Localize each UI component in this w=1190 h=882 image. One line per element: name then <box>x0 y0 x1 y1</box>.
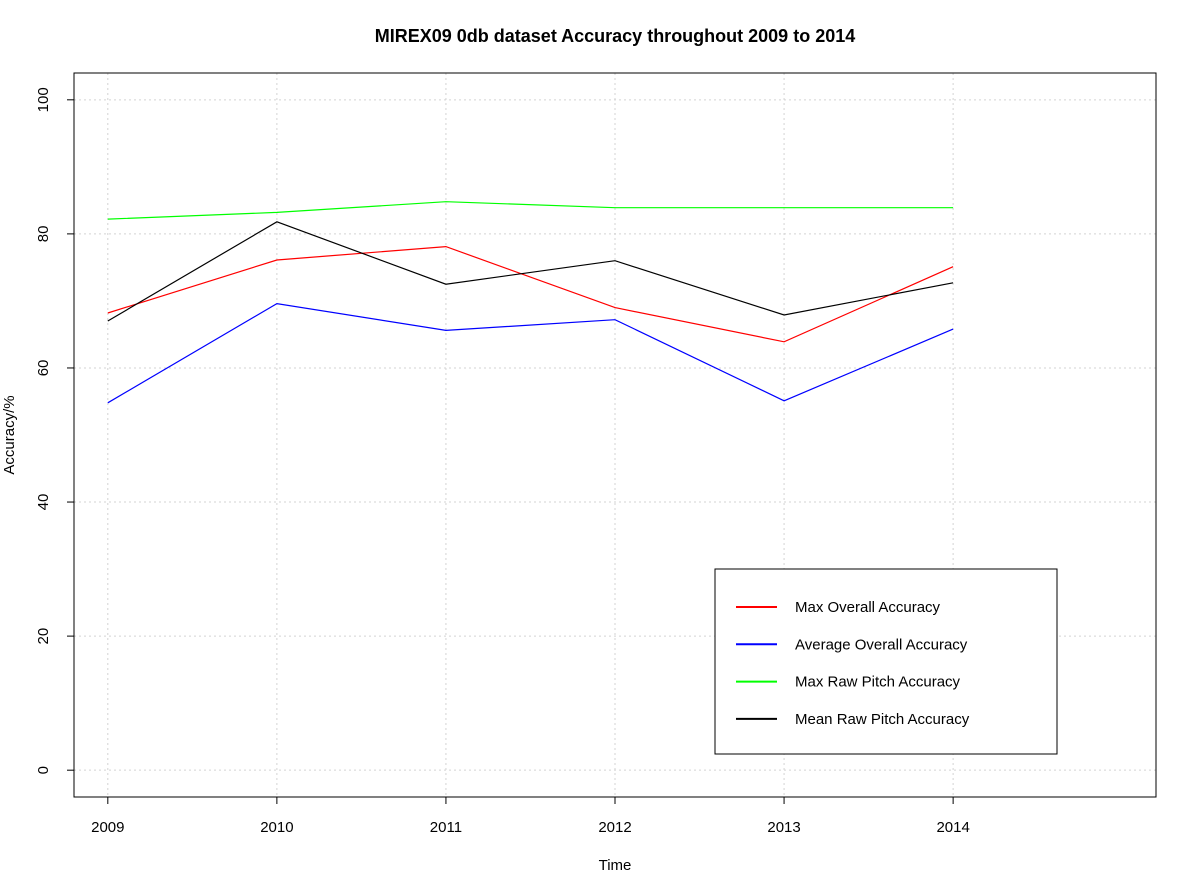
series-line-1 <box>107 245 954 343</box>
series-line-4 <box>107 221 954 322</box>
x-axis-label: Time <box>599 857 632 874</box>
legend: Max Overall Accuracy Average Overall Accu… <box>714 568 1058 755</box>
x-tick-label: 2009 <box>91 819 124 836</box>
legend-label: Mean Raw Pitch Accuracy <box>795 711 970 728</box>
y-tick-label: 40 <box>35 494 52 511</box>
legend-label: Average Overall Accuracy <box>795 636 968 653</box>
x-tick-label: 2011 <box>430 819 462 836</box>
y-tick-label: 100 <box>35 87 52 112</box>
x-axis: 2009 2010 2011 2012 2013 2014 <box>91 797 970 836</box>
legend-label: Max Raw Pitch Accuracy <box>795 674 961 691</box>
x-tick-label: 2012 <box>598 819 631 836</box>
grid <box>74 73 1156 797</box>
series-line-3 <box>107 201 954 220</box>
x-tick-label: 2010 <box>260 819 293 836</box>
y-tick-label: 20 <box>35 628 52 645</box>
series-lines <box>107 201 954 404</box>
y-axis: 0 20 40 60 80 100 <box>35 87 74 774</box>
legend-box <box>714 568 1058 755</box>
chart-title: MIREX09 0db dataset Accuracy throughout … <box>375 26 855 46</box>
y-axis-label: Accuracy/% <box>1 395 18 474</box>
y-tick-label: 60 <box>35 360 52 377</box>
y-tick-label: 0 <box>35 766 52 774</box>
legend-label: Max Overall Accuracy <box>795 599 941 616</box>
x-tick-label: 2014 <box>936 819 969 836</box>
x-tick-label: 2013 <box>767 819 800 836</box>
series-line-2 <box>107 302 954 404</box>
y-tick-label: 80 <box>35 226 52 243</box>
